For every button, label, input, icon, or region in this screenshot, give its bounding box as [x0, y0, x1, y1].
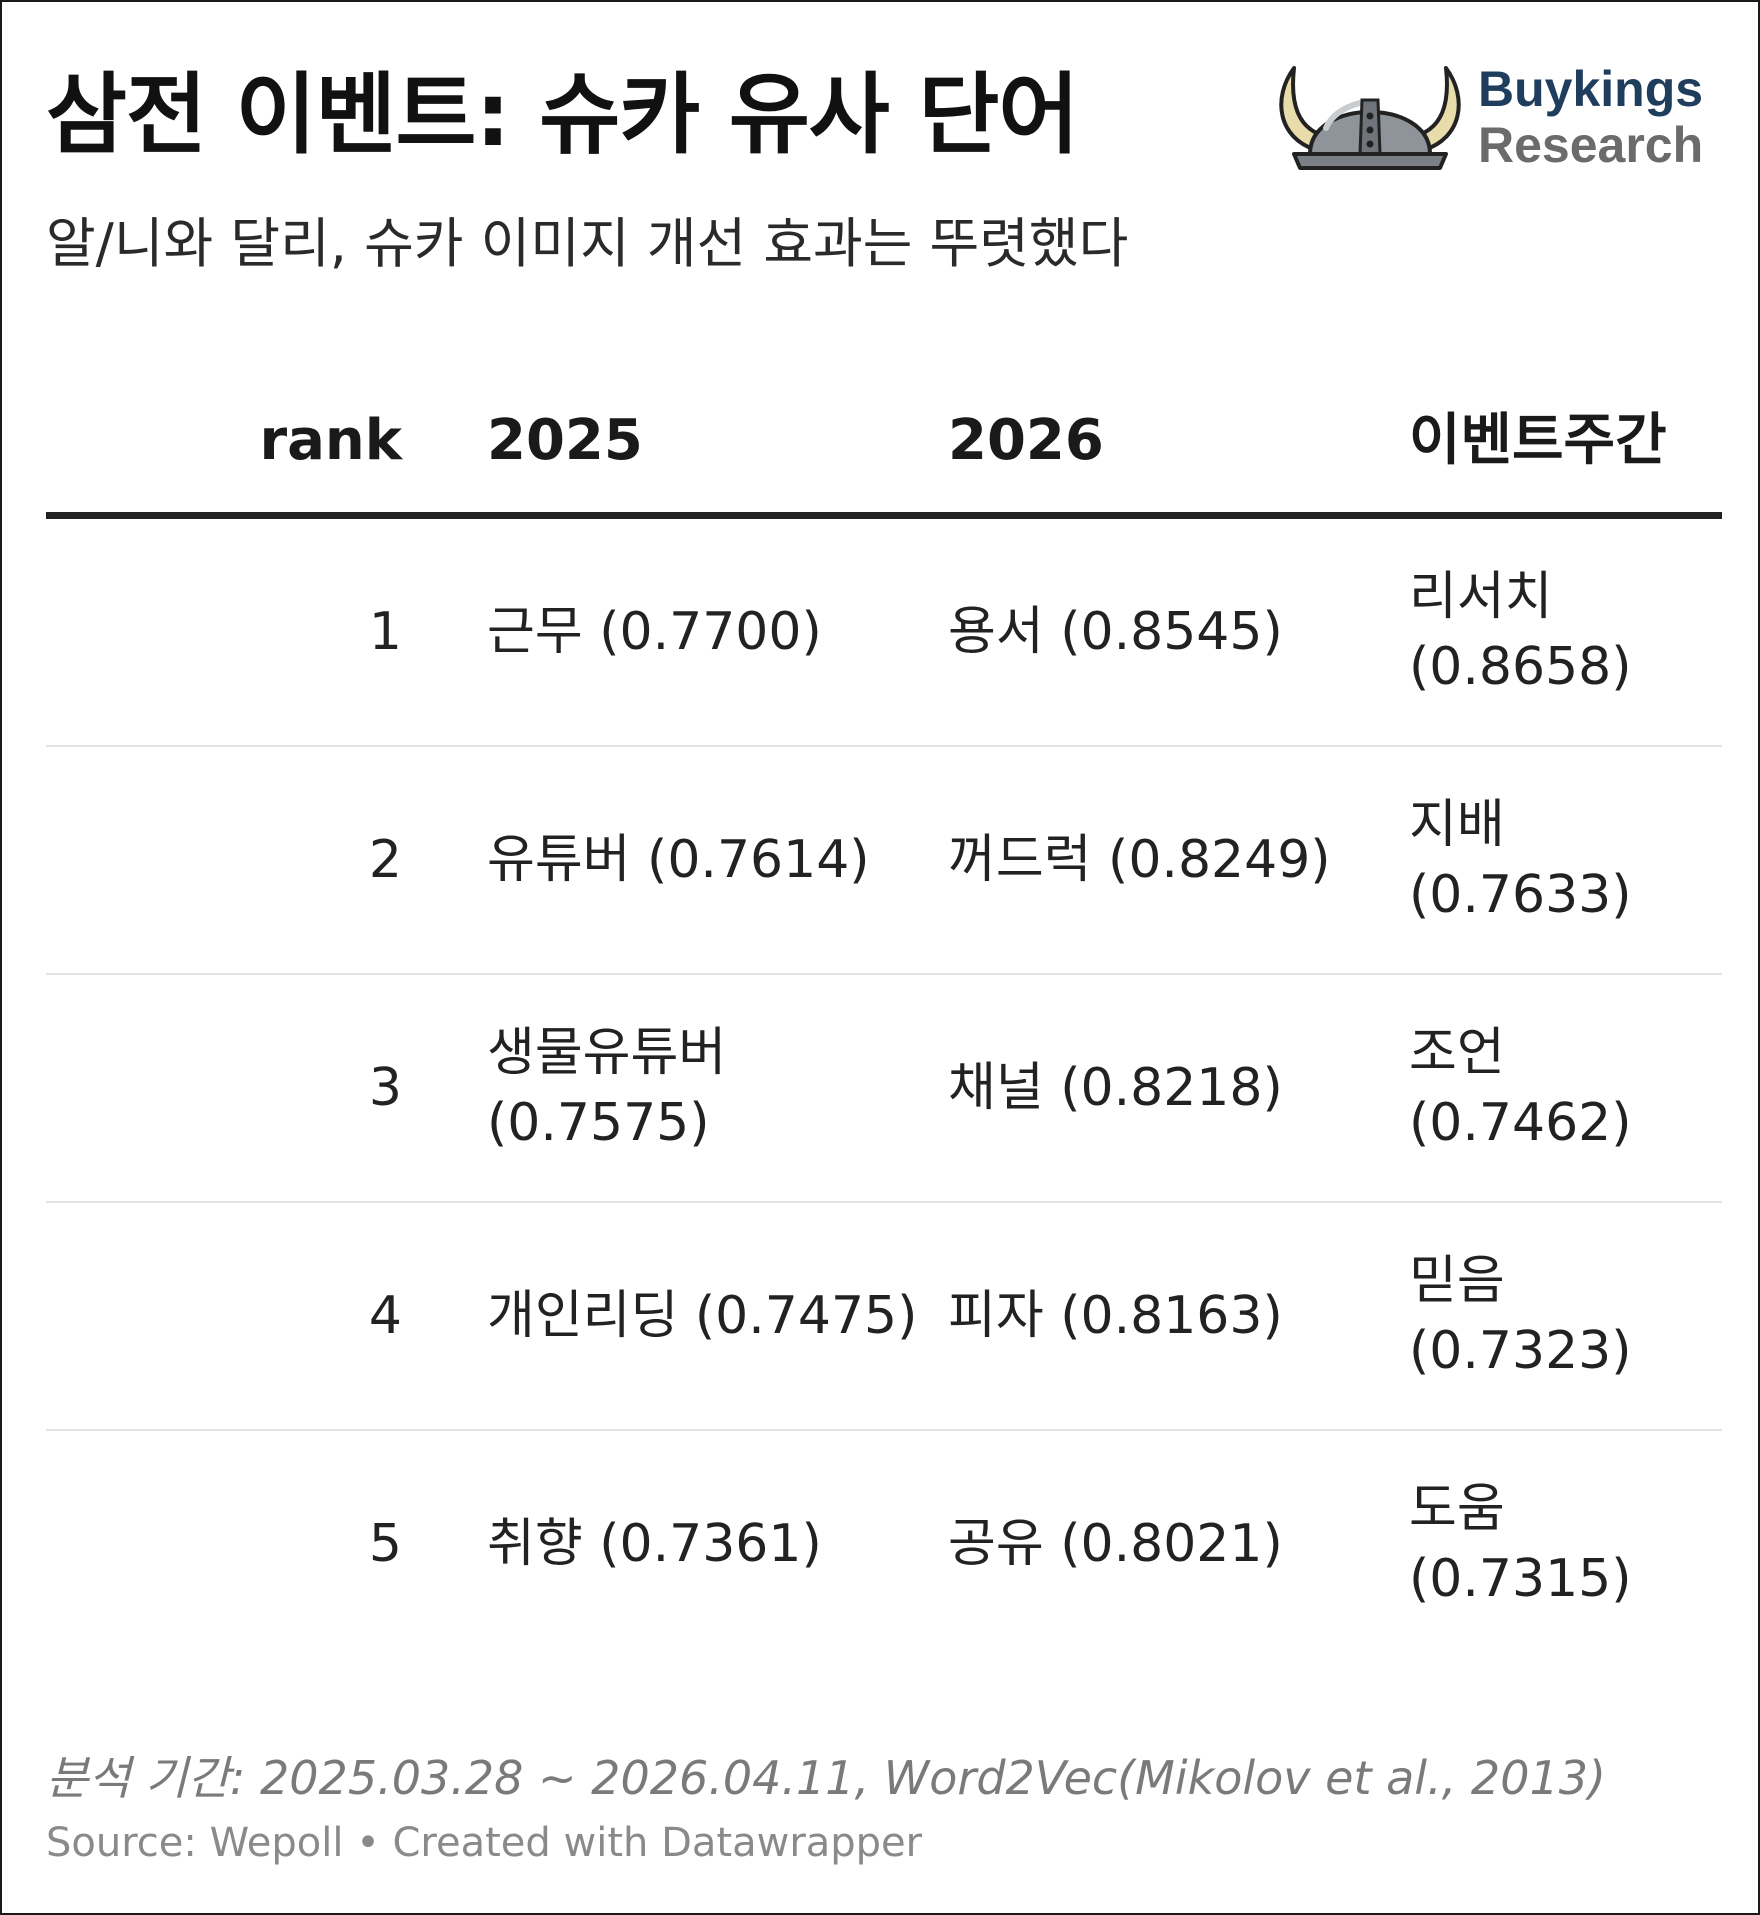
cell-event-week: 믿음 (0.7323): [1409, 1251, 1632, 1381]
page-subtitle: 알/니와 달리, 슈카 이미지 개선 효과는 뚜렷했다: [46, 212, 1129, 275]
cell-event-week: 도움 (0.7315): [1409, 1479, 1632, 1609]
cell-2025: 개인리딩 (0.7475): [487, 1286, 918, 1346]
header-event-week: 이벤트주간: [1409, 408, 1667, 473]
cell-event-week: 리서치 (0.8658): [1409, 567, 1632, 697]
table-row: 2 유튜버 (0.7614) 꺼드럭 (0.8249) 지배 (0.7633): [46, 747, 1722, 975]
cell-2025: 생물유튜버 (0.7575): [487, 1023, 727, 1153]
rank-cell: 4: [368, 1286, 402, 1346]
brand-name: Buykings: [1478, 61, 1704, 117]
header-rank: rank: [259, 408, 402, 473]
cell-2025: 취향 (0.7361): [487, 1514, 822, 1574]
table-row: 3 생물유튜버 (0.7575) 채널 (0.8218) 조언 (0.7462): [46, 975, 1722, 1203]
table-header: rank 2025 2026 이벤트주간: [46, 382, 1722, 519]
brand-subname: Research: [1478, 117, 1704, 173]
rank-cell: 3: [368, 1058, 402, 1118]
viking-helmet-icon: [1279, 66, 1461, 170]
cell-2025: 근무 (0.7700): [487, 602, 822, 662]
page-title: 삼전 이벤트: 슈카 유사 단어: [46, 63, 1079, 166]
source-credit: Source: Wepoll • Created with Datawrappe…: [46, 1820, 923, 1866]
cell-2026: 채널 (0.8218): [948, 1058, 1283, 1118]
similar-words-table: rank 2025 2026 이벤트주간 1 근무 (0.7700) 용서 (0…: [46, 382, 1722, 1657]
rank-cell: 2: [368, 830, 402, 890]
rank-cell: 1: [368, 602, 402, 662]
cell-2026: 꺼드럭 (0.8249): [948, 830, 1331, 890]
table-row: 1 근무 (0.7700) 용서 (0.8545) 리서치 (0.8658): [46, 519, 1722, 747]
header-2026: 2026: [948, 408, 1104, 473]
cell-event-week: 지배 (0.7633): [1409, 795, 1632, 925]
cell-2025: 유튜버 (0.7614): [487, 830, 870, 890]
table-row: 5 취향 (0.7361) 공유 (0.8021) 도움 (0.7315): [46, 1431, 1722, 1657]
table-row: 4 개인리딩 (0.7475) 피자 (0.8163) 믿음 (0.7323): [46, 1203, 1722, 1431]
analysis-period-note: 분석 기간: 2025.03.28 ~ 2026.04.11, Word2Vec…: [46, 1751, 1606, 1805]
cell-2026: 용서 (0.8545): [948, 602, 1283, 662]
header-2025: 2025: [487, 408, 643, 473]
brand-logo: Buykings Research: [1264, 58, 1734, 174]
cell-2026: 공유 (0.8021): [948, 1514, 1283, 1574]
rank-cell: 5: [368, 1514, 402, 1574]
cell-2026: 피자 (0.8163): [948, 1286, 1283, 1346]
cell-event-week: 조언 (0.7462): [1409, 1023, 1632, 1153]
